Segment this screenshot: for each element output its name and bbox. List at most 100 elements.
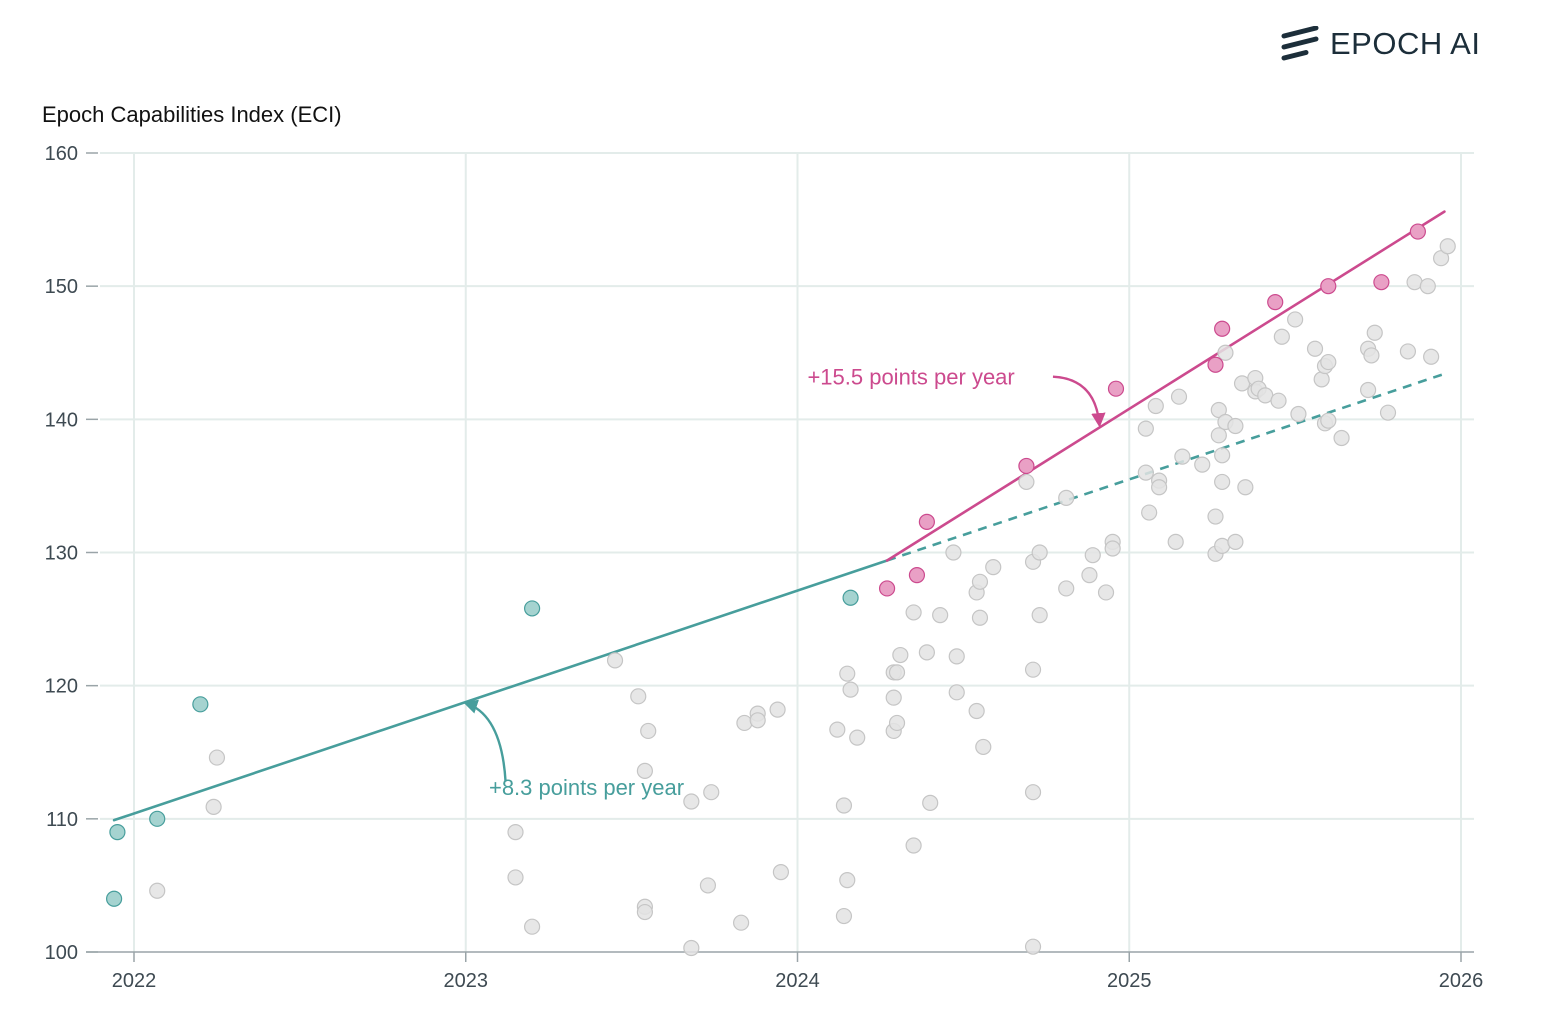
gray-data-point: [888, 714, 906, 732]
gray-data-point: [149, 882, 166, 899]
teal-annotation-arrow: [463, 699, 507, 782]
gray-data-point: [1024, 938, 1042, 955]
pink-data-point: [1409, 223, 1426, 240]
gray-data-point: [1227, 533, 1244, 550]
gray-data-point: [1167, 533, 1184, 550]
gray-data-point: [971, 573, 989, 590]
y-tick-label: 100: [45, 942, 78, 964]
gray-data-point: [1151, 479, 1168, 496]
pink-data-point: [1018, 457, 1035, 475]
gray-data-point: [640, 722, 657, 740]
gridlines: [100, 152, 1474, 952]
gray-data-point: [948, 648, 965, 665]
gray-data-point: [1081, 567, 1098, 584]
pink-data-point: [908, 567, 926, 584]
gray-data-point: [971, 609, 989, 626]
teal-data-point: [105, 890, 123, 907]
y-tick-label: 120: [45, 676, 78, 698]
pink-annotation-arrow: [1052, 375, 1106, 428]
gray-data-point: [835, 797, 853, 814]
gray-data-point: [1018, 473, 1035, 491]
gray-data-point: [1084, 547, 1101, 564]
gray-data-point: [839, 871, 856, 889]
y-axis-title: Epoch Capabilities Index (ECI): [42, 102, 342, 127]
x-tick-label: 2025: [1107, 970, 1152, 992]
y-tick-label: 150: [45, 276, 78, 298]
gray-data-point: [606, 652, 624, 669]
gray-data-point: [1097, 584, 1115, 601]
pink-annotation-label: +15.5 points per year: [807, 365, 1014, 390]
other-model-points: [149, 238, 1456, 957]
x-tick-label: 2024: [775, 970, 820, 992]
gray-data-point: [1058, 580, 1075, 597]
teal-solid-trend-line: [112, 559, 889, 822]
gray-data-point: [1366, 324, 1383, 341]
gray-data-point: [1419, 278, 1436, 295]
gray-data-point: [968, 702, 985, 720]
gray-data-point: [839, 665, 856, 682]
gray-data-point: [1170, 388, 1188, 405]
gray-data-point: [1024, 661, 1042, 678]
gray-data-point: [849, 729, 866, 746]
gray-data-point: [1287, 311, 1304, 328]
gray-data-point: [1214, 447, 1231, 464]
pink-data-point: [1373, 274, 1390, 291]
gray-data-point: [507, 869, 524, 886]
gray-data-point: [1024, 784, 1042, 801]
gray-data-point: [699, 877, 717, 894]
gray-data-point: [683, 793, 700, 810]
gray-data-point: [736, 714, 753, 732]
trend-lines: [112, 210, 1449, 822]
annotations: +8.3 points per year +15.5 points per yea…: [463, 365, 1106, 800]
teal-annotation-label: +8.3 points per year: [489, 775, 684, 800]
gray-data-point: [1214, 473, 1231, 491]
gray-data-point: [1423, 348, 1440, 365]
gray-data-point: [1104, 540, 1121, 557]
gray-data-point: [905, 604, 922, 621]
gray-data-point: [733, 914, 750, 931]
gray-data-point: [683, 939, 700, 957]
gray-data-point: [1313, 371, 1330, 388]
gray-data-point: [1333, 429, 1350, 447]
gray-data-point: [829, 721, 846, 738]
logo-text: EPOCH AI: [1330, 26, 1481, 61]
pink-data-point: [1214, 320, 1231, 337]
frontier-model-points: [105, 223, 1426, 907]
gray-data-point: [1194, 456, 1211, 473]
gray-data-point: [1363, 347, 1380, 364]
gray-data-point: [975, 738, 992, 756]
gray-data-point: [1360, 381, 1377, 399]
gray-data-point: [769, 701, 786, 718]
gray-data-point: [636, 762, 653, 779]
gray-data-point: [1031, 606, 1048, 624]
gray-data-point: [1306, 340, 1324, 357]
x-tick-label: 2022: [112, 970, 157, 992]
gray-data-point: [1273, 328, 1290, 345]
epoch-stripes-icon: [1281, 26, 1319, 61]
x-tick-label: 2023: [444, 970, 489, 992]
gray-data-point: [1379, 404, 1397, 421]
gray-data-point: [1270, 392, 1287, 409]
gray-data-point: [1141, 504, 1158, 521]
gray-data-point: [948, 684, 965, 701]
teal-data-point: [192, 696, 209, 713]
gray-data-point: [1290, 405, 1307, 423]
gray-data-point: [1227, 417, 1244, 435]
gray-data-point: [507, 824, 524, 841]
gray-data-point: [1137, 464, 1154, 481]
pink-data-point: [918, 513, 935, 530]
gray-data-point: [205, 798, 222, 815]
gray-data-point: [1137, 420, 1154, 437]
epoch-ai-logo[interactable]: EPOCH AI: [1280, 24, 1480, 64]
teal-dashed-trend-line: [886, 371, 1449, 562]
y-tick-label: 160: [45, 143, 78, 165]
pink-data-point: [878, 580, 896, 597]
gray-data-point: [932, 606, 949, 624]
pink-data-point: [1267, 294, 1284, 311]
teal-data-point: [109, 824, 126, 841]
gray-data-point: [636, 903, 653, 921]
pink-solid-trend-line: [885, 210, 1446, 562]
gray-data-point: [208, 749, 226, 766]
gray-data-point: [985, 559, 1002, 576]
